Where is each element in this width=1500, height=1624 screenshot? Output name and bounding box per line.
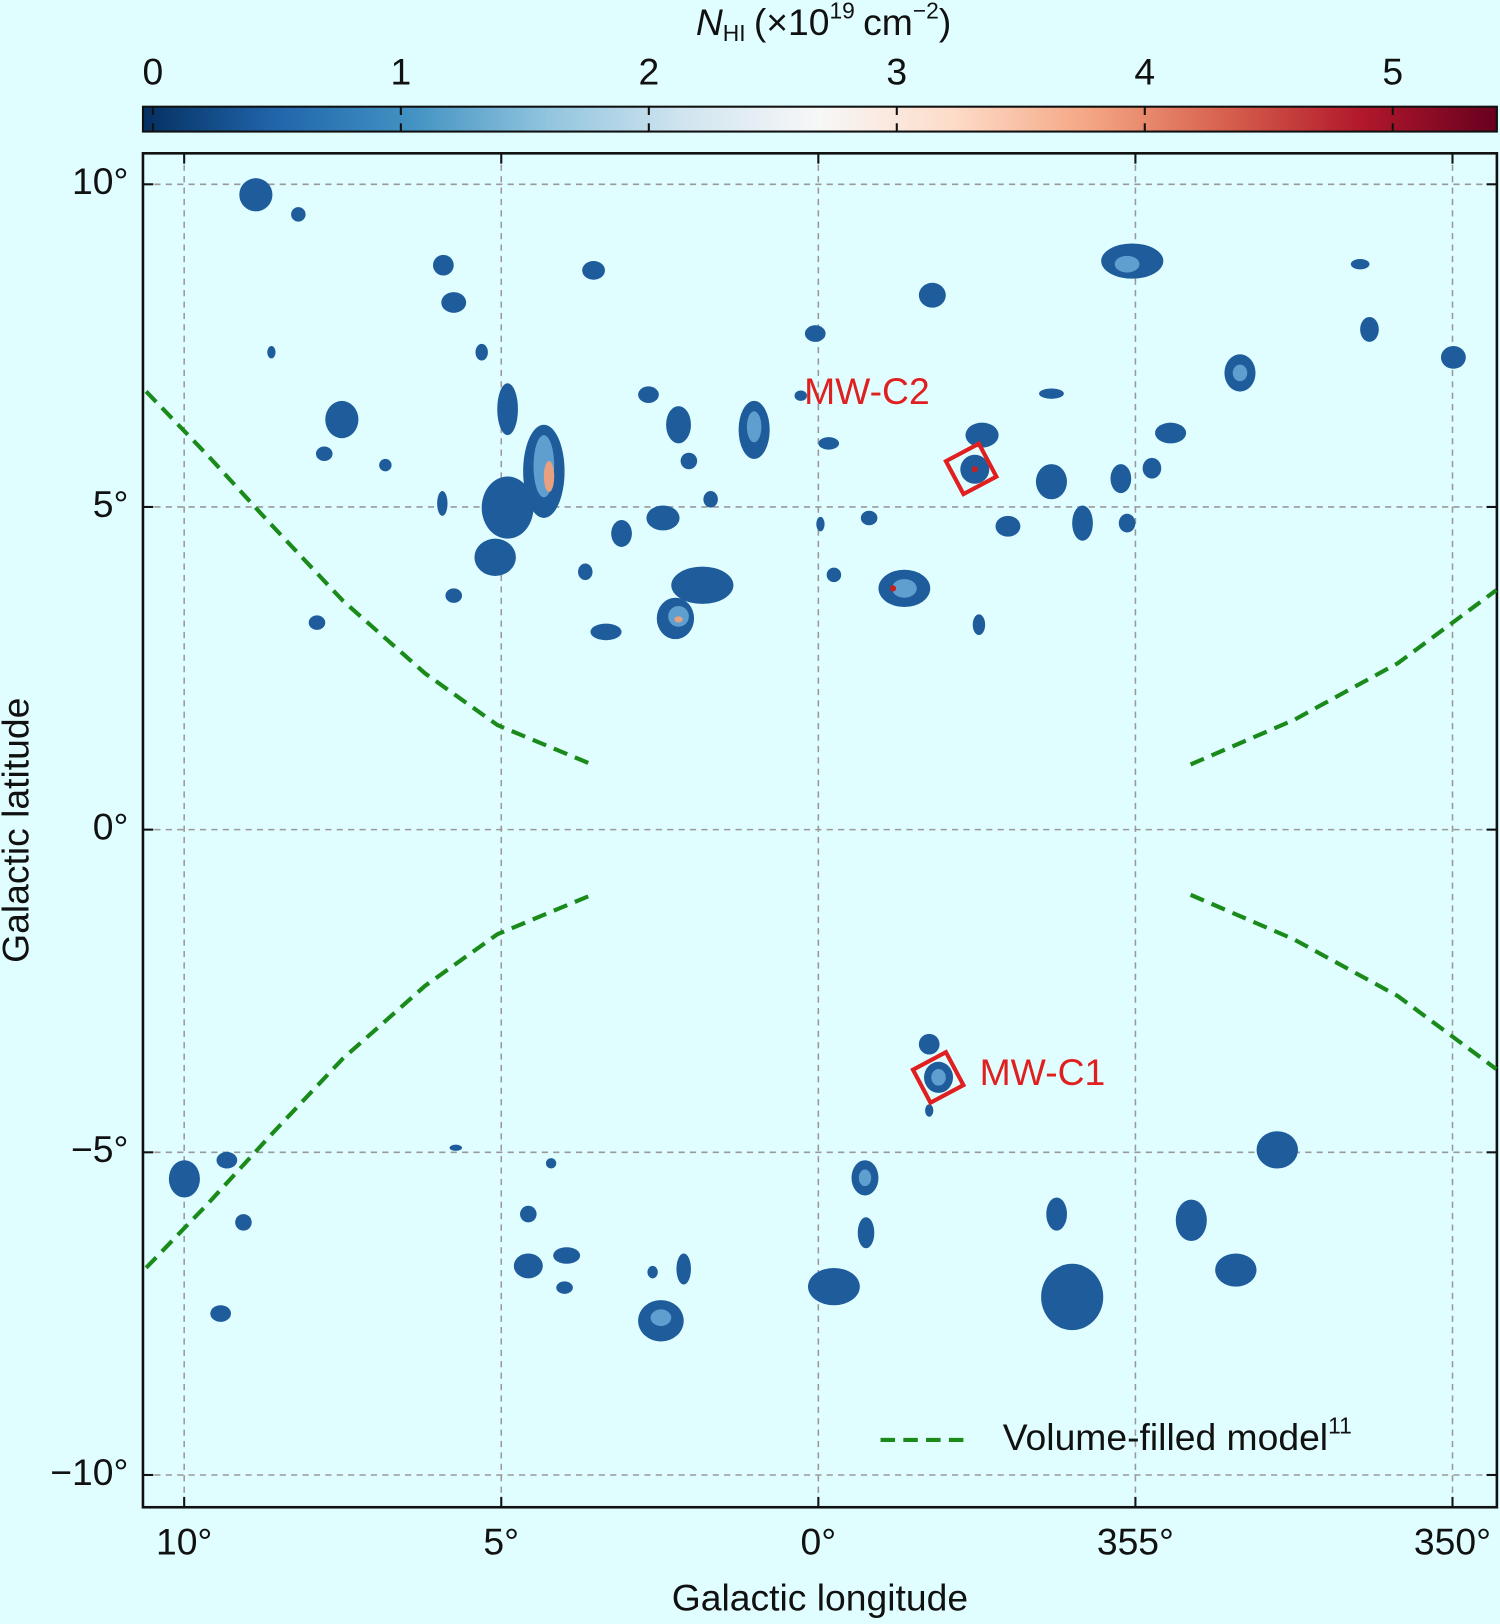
model-curve xyxy=(1189,892,1498,1071)
legend-name: Volume-filled model xyxy=(1003,1416,1328,1458)
y-tick-label: −10° xyxy=(50,1451,128,1493)
colorbar-tick-label: 5 xyxy=(1382,50,1403,92)
annotation-label: MW-C2 xyxy=(804,370,930,412)
colorbar-tick-label: 3 xyxy=(886,50,907,92)
annotation-box xyxy=(910,1049,967,1106)
legend-superscript: 11 xyxy=(1328,1412,1352,1438)
y-tick-label: −5° xyxy=(71,1128,128,1170)
x-tick-label: 355° xyxy=(1097,1520,1174,1562)
x-tick-label: 5° xyxy=(483,1520,519,1562)
x-axis-label: Galactic longitude xyxy=(672,1576,968,1618)
x-tick-label: 350° xyxy=(1414,1520,1491,1562)
colorbar-tick-label: 0 xyxy=(143,50,164,92)
colorbar-tick-label: 1 xyxy=(390,50,411,92)
plot-frame xyxy=(141,152,1499,1509)
y-tick-label: 0° xyxy=(93,805,129,847)
x-tick-label: 0° xyxy=(801,1520,837,1562)
annotation-box xyxy=(943,440,1000,497)
y-axis-label: Galactic latitude xyxy=(0,698,36,963)
colorbar xyxy=(141,105,1498,133)
model-curve xyxy=(144,892,593,1270)
annotation-label: MW-C1 xyxy=(980,1051,1106,1093)
colorbar-label: NHI (×1019 cm−2) xyxy=(696,0,951,46)
x-tick-label: 10° xyxy=(156,1520,212,1562)
model-curve xyxy=(1189,588,1498,767)
y-tick-label: 10° xyxy=(72,160,128,202)
colorbar-tick-label: 4 xyxy=(1134,50,1155,92)
hi-clouds xyxy=(168,178,1466,1342)
y-tick-label: 5° xyxy=(93,483,129,525)
colorbar-tick-label: 2 xyxy=(638,50,659,92)
legend-label: Volume-filled model11 xyxy=(1003,1412,1352,1457)
model-curve xyxy=(144,390,593,767)
